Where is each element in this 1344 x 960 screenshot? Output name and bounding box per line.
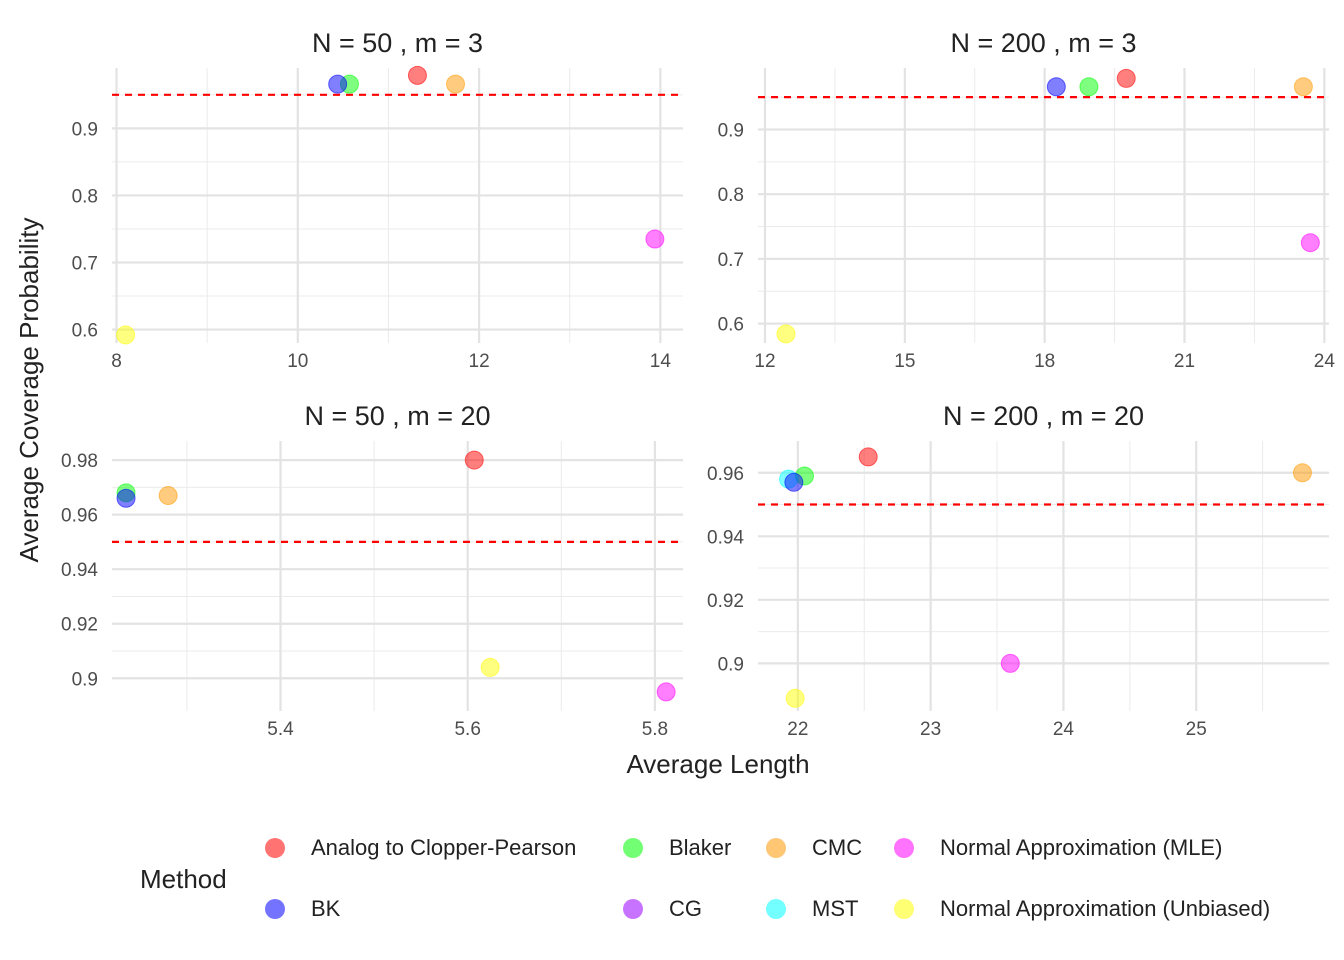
x-tick-label: 5.8 — [642, 719, 668, 740]
legend-label: CMC — [812, 835, 863, 860]
y-tick-label: 0.6 — [718, 315, 744, 336]
x-tick-label: 5.4 — [267, 719, 294, 740]
x-tick-label: 5.6 — [454, 719, 480, 740]
x-tick-label: 23 — [920, 719, 941, 740]
legend-label: Blaker — [669, 835, 732, 860]
data-point — [1079, 77, 1099, 97]
data-point — [645, 229, 665, 249]
x-tick-label: 12 — [469, 351, 490, 372]
x-tick-label: 15 — [894, 351, 915, 372]
y-tick-label: 0.8 — [718, 185, 744, 206]
legend-label: Analog to Clopper-Pearson — [311, 835, 577, 860]
data-point — [1293, 77, 1313, 97]
data-point — [776, 324, 796, 344]
data-point — [446, 74, 466, 94]
x-tick-label: 24 — [1053, 719, 1075, 740]
panel-title: N = 200 , m = 20 — [943, 401, 1144, 431]
data-point — [328, 74, 348, 94]
y-tick-label: 0.96 — [61, 506, 98, 527]
panel-1: 8 10 12 14 0.6 0.7 0.8 0.9 N = 50 , m = 3 — [72, 28, 683, 372]
y-tick-label: 0.94 — [707, 527, 744, 548]
x-tick-label: 22 — [787, 719, 808, 740]
data-point — [785, 688, 805, 708]
panel-title: N = 200 , m = 3 — [950, 28, 1136, 58]
panel-3: 5.4 5.6 5.8 0.9 0.92 0.94 0.96 0.98 N = 50 , m =… — [61, 401, 683, 740]
data-point — [1300, 233, 1320, 253]
x-tick-label: 10 — [287, 351, 308, 372]
data-point — [1000, 653, 1020, 673]
y-tick-label: 0.94 — [61, 560, 98, 581]
x-tick-label: 25 — [1186, 719, 1207, 740]
figure: Average Coverage Probability Average Len… — [14, 28, 1336, 779]
legend-label: CG — [669, 896, 702, 921]
data-point — [656, 682, 676, 702]
data-point — [1116, 68, 1136, 88]
legend-key-icon — [766, 838, 786, 858]
legend-label: BK — [311, 896, 341, 921]
data-point — [464, 450, 484, 470]
y-tick-label: 0.9 — [72, 669, 98, 690]
legend-item: BK — [265, 895, 340, 923]
x-axis-label: Average Length — [626, 749, 809, 779]
legend-label: Normal Approximation (Unbiased) — [940, 896, 1271, 921]
legend-key-icon — [894, 899, 914, 919]
legend-item: CMC — [766, 834, 862, 862]
panel-2: 12 15 18 21 24 0.6 0.7 0.8 0.9 N = 200 , m = 3 — [718, 28, 1336, 372]
data-point — [858, 447, 878, 467]
x-tick-label: 18 — [1034, 351, 1055, 372]
y-axis-label: Average Coverage Probability — [14, 218, 44, 563]
panel-title: N = 50 , m = 20 — [304, 401, 490, 431]
y-tick-label: 0.7 — [72, 254, 98, 275]
y-tick-label: 0.96 — [707, 464, 744, 485]
y-tick-label: 0.92 — [707, 591, 744, 612]
data-point — [407, 65, 427, 85]
legend-key-icon — [623, 838, 643, 858]
data-point — [1292, 463, 1312, 483]
legend-item: MST — [766, 895, 858, 923]
legend-key-icon — [894, 838, 914, 858]
legend-label: Normal Approximation (MLE) — [940, 835, 1223, 860]
panel-title: N = 50 , m = 3 — [312, 28, 483, 58]
panel-4: 22 23 24 25 0.9 0.92 0.94 0.96 N = 200 , m = 20 — [707, 401, 1329, 740]
legend-label: MST — [812, 896, 859, 921]
y-tick-label: 0.92 — [61, 615, 98, 636]
legend-key-icon — [265, 838, 285, 858]
legend-item: Blaker — [623, 834, 731, 862]
y-tick-label: 0.9 — [718, 654, 744, 675]
x-tick-label: 21 — [1174, 351, 1195, 372]
legend: Method Analog to Clopper-Pearson Blaker CM… — [0, 820, 1344, 950]
x-tick-label: 24 — [1314, 351, 1336, 372]
legend-title: Method — [140, 864, 227, 894]
data-point — [480, 657, 500, 677]
y-tick-label: 0.9 — [718, 120, 744, 141]
data-point — [116, 325, 136, 345]
data-point — [784, 472, 804, 492]
legend-item: CG — [623, 895, 702, 923]
legend-item: Normal Approximation (MLE) — [894, 834, 1222, 862]
y-tick-label: 0.6 — [72, 321, 98, 342]
legend-item: Analog to Clopper-Pearson — [265, 834, 576, 862]
y-tick-label: 0.8 — [72, 186, 98, 207]
x-tick-label: 14 — [650, 351, 672, 372]
data-point — [1046, 77, 1066, 97]
legend-key-icon — [265, 899, 285, 919]
legend-key-icon — [766, 899, 786, 919]
x-tick-label: 8 — [111, 351, 122, 372]
legend-key-icon — [623, 899, 643, 919]
y-tick-label: 0.98 — [61, 451, 98, 472]
legend-item: Normal Approximation (Unbiased) — [894, 895, 1270, 923]
y-tick-label: 0.9 — [72, 119, 98, 140]
x-tick-label: 12 — [754, 351, 775, 372]
data-point — [158, 486, 178, 506]
data-point — [116, 488, 136, 508]
y-tick-label: 0.7 — [718, 250, 744, 271]
